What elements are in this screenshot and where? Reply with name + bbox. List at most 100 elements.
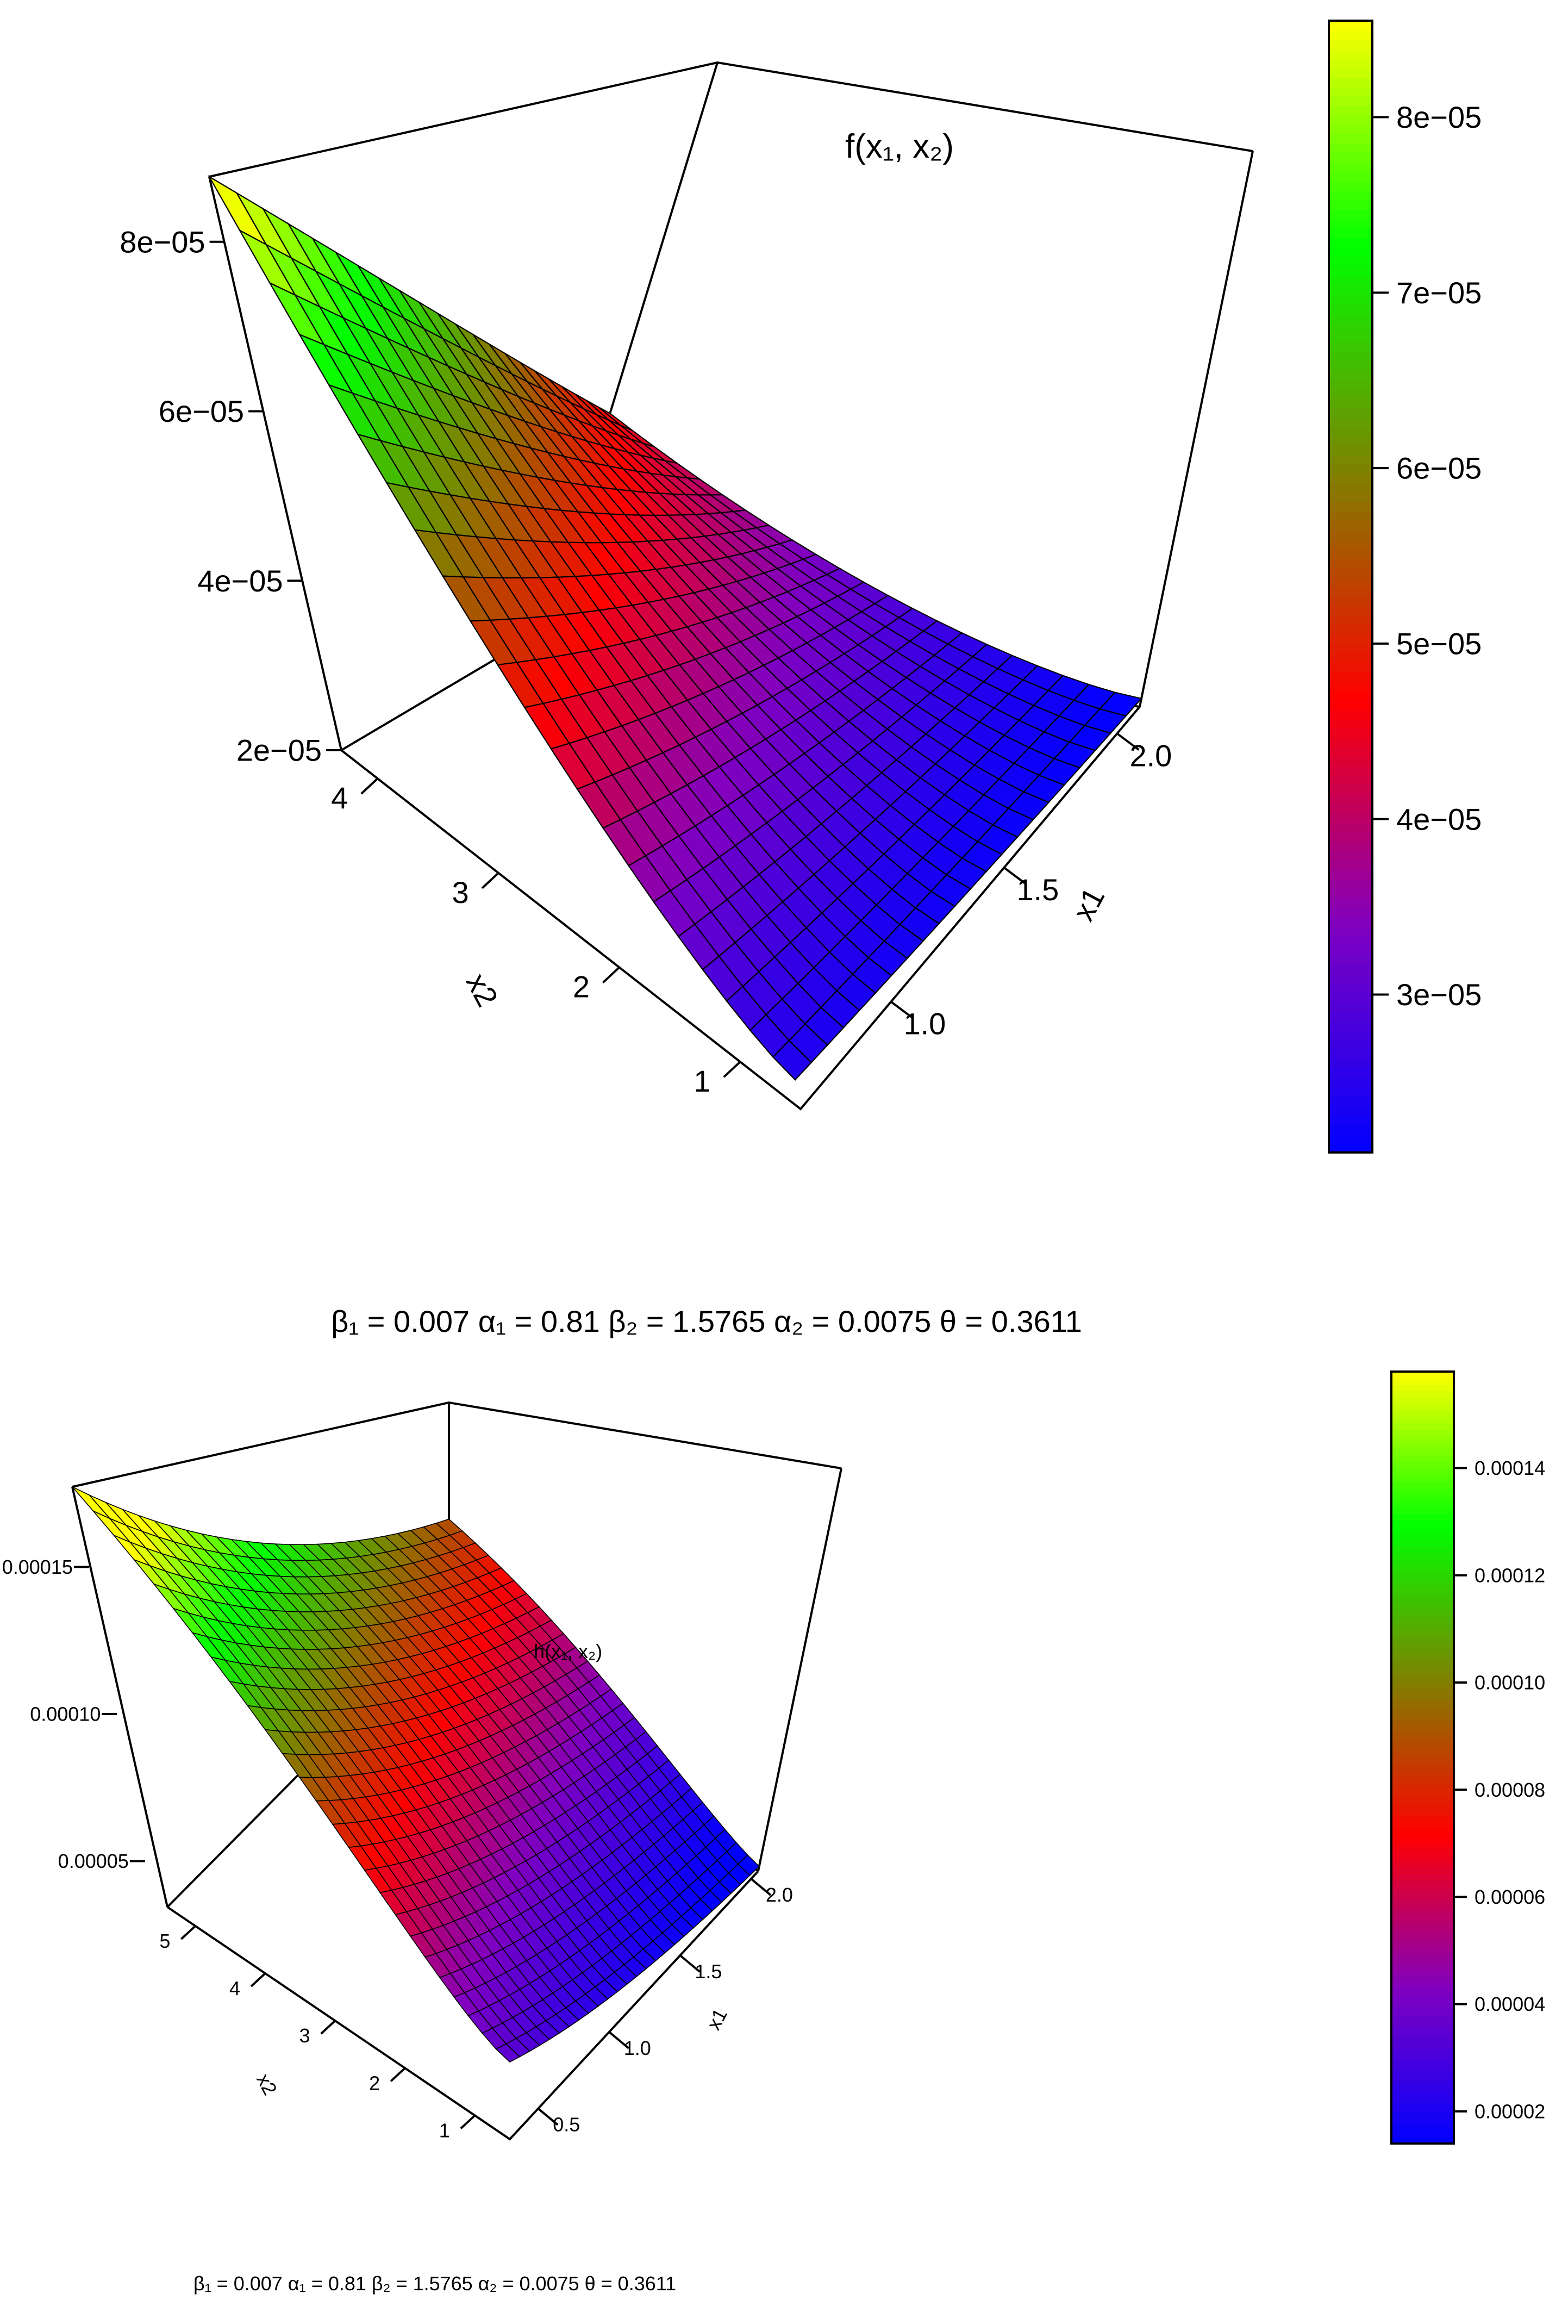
colorbar-band xyxy=(1391,1597,1454,1604)
colorbar-band xyxy=(1391,1552,1454,1559)
x1-axis-title: x1 xyxy=(702,2005,732,2034)
colorbar-band xyxy=(1329,954,1372,964)
surface-facet xyxy=(1098,691,1143,717)
colorbar-band xyxy=(1329,360,1372,370)
colorbar-band xyxy=(1329,728,1372,738)
colorbar-band xyxy=(1329,529,1372,540)
x2-tick-mark xyxy=(723,1061,741,1078)
colorbar-band xyxy=(1391,1886,1454,1893)
colorbar-band xyxy=(1391,1468,1454,1475)
colorbar-band xyxy=(1391,1526,1454,1533)
colorbar-band xyxy=(1391,2053,1454,2061)
colorbar-band xyxy=(1391,1924,1454,1932)
colorbar-band xyxy=(1329,219,1372,229)
colorbar-band xyxy=(1329,869,1372,880)
colorbar-band xyxy=(1329,426,1372,437)
colorbar-band xyxy=(1391,1937,1454,1945)
colorbar-band xyxy=(1329,539,1372,550)
colorbar-band xyxy=(1391,2021,1454,2028)
colorbar-band xyxy=(1329,369,1372,380)
colorbar-band xyxy=(1391,1873,1454,1880)
plot-title: f(x₁, x₂) xyxy=(845,128,954,165)
x1-tick-label: 1.5 xyxy=(695,1960,722,1983)
colorbar-band xyxy=(1329,21,1372,31)
colorbar-band xyxy=(1391,1809,1454,1816)
colorbar-band xyxy=(1329,322,1372,333)
colorbar-band xyxy=(1329,775,1372,786)
colorbar-band xyxy=(1329,587,1372,597)
colorbar-band xyxy=(1391,2060,1454,2067)
colorbar-band xyxy=(1329,209,1372,220)
x2-tick-mark xyxy=(180,1925,196,1940)
colorbar-band xyxy=(1391,1828,1454,1835)
colorbar-band xyxy=(1391,1532,1454,1540)
colorbar-frame xyxy=(1328,20,1373,1154)
colorbar-band xyxy=(1391,1970,1454,1977)
colorbar-band xyxy=(1329,681,1372,691)
colorbar-band xyxy=(1391,2047,1454,2054)
colorbar-band xyxy=(1391,1429,1454,1437)
box-vertical-left-edge xyxy=(71,1486,168,1908)
box-bottom-front-edge xyxy=(166,1870,759,2141)
colorbar-band xyxy=(1329,1143,1372,1153)
colorbar-band xyxy=(1391,1712,1454,1719)
colorbar-band xyxy=(1391,1378,1454,1385)
colorbar-band xyxy=(1329,841,1372,851)
colorbar-band xyxy=(1391,2008,1454,2016)
colorbar-band xyxy=(1329,435,1372,446)
x1-tick-label: 1.0 xyxy=(903,1007,946,1041)
colorbar-band xyxy=(1391,1622,1454,1630)
colorbar-tick-label: 3e−05 xyxy=(1396,977,1482,1012)
colorbar-band xyxy=(1329,605,1372,616)
colorbar-band xyxy=(1329,341,1372,352)
colorbar-band xyxy=(1391,1777,1454,1784)
colorbar-band xyxy=(1329,652,1372,663)
colorbar-tick-label: 0.00012 xyxy=(1475,1564,1545,1586)
colorbar-band xyxy=(1329,180,1372,191)
colorbar-band xyxy=(1329,860,1372,870)
x2-tick-mark xyxy=(320,2020,336,2035)
colorbar-band xyxy=(1391,1635,1454,1642)
colorbar-band xyxy=(1391,2111,1454,2119)
colorbar-band xyxy=(1391,1506,1454,1514)
colorbar-band xyxy=(1391,1751,1454,1758)
colorbar-band xyxy=(1329,171,1372,182)
x2-tick-label: 1 xyxy=(694,1064,710,1098)
x2-tick-label: 4 xyxy=(331,781,348,815)
colorbar-band xyxy=(1329,143,1372,153)
colorbar-band xyxy=(1329,464,1372,474)
colorbar-band xyxy=(1329,162,1372,172)
x1-tick-label: 2.0 xyxy=(1129,738,1172,772)
colorbar-band xyxy=(1391,1674,1454,1681)
colorbar-band xyxy=(1329,832,1372,842)
colorbar-band xyxy=(1391,1744,1454,1752)
colorbar-band xyxy=(1391,1558,1454,1565)
colorbar-tick-label: 4e−05 xyxy=(1396,802,1482,836)
box-top-back-edge xyxy=(209,61,1253,178)
colorbar-tick-label: 7e−05 xyxy=(1396,276,1482,310)
colorbar-band xyxy=(1329,888,1372,899)
x2-tick-label: 5 xyxy=(159,1930,170,1952)
colorbar-band xyxy=(1329,266,1372,276)
colorbar-band xyxy=(1329,501,1372,512)
colorbar-band xyxy=(1329,152,1372,163)
colorbar-band xyxy=(1391,1404,1454,1411)
x2-tick-label: 3 xyxy=(299,2024,310,2047)
colorbar-band xyxy=(1329,737,1372,747)
parameter-caption: β₁ = 0.007 α₁ = 0.81 β₂ = 1.5765 α₂ = 0.… xyxy=(331,1304,1082,1338)
colorbar-band xyxy=(1329,992,1372,1002)
colorbar-band xyxy=(1329,39,1372,50)
colorbar-band xyxy=(1329,1030,1372,1040)
x1-tick-mark xyxy=(890,1001,914,1019)
colorbar-band xyxy=(1391,2105,1454,2112)
colorbar-band xyxy=(1329,1001,1372,1012)
colorbar-band xyxy=(1329,1086,1372,1096)
colorbar-band xyxy=(1391,1758,1454,1765)
colorbar-band xyxy=(1391,1423,1454,1430)
colorbar-band xyxy=(1391,2072,1454,2080)
colorbar-band xyxy=(1329,850,1372,861)
colorbar-band xyxy=(1329,294,1372,304)
colorbar-band xyxy=(1391,2002,1454,2009)
colorbar-band xyxy=(1329,77,1372,88)
